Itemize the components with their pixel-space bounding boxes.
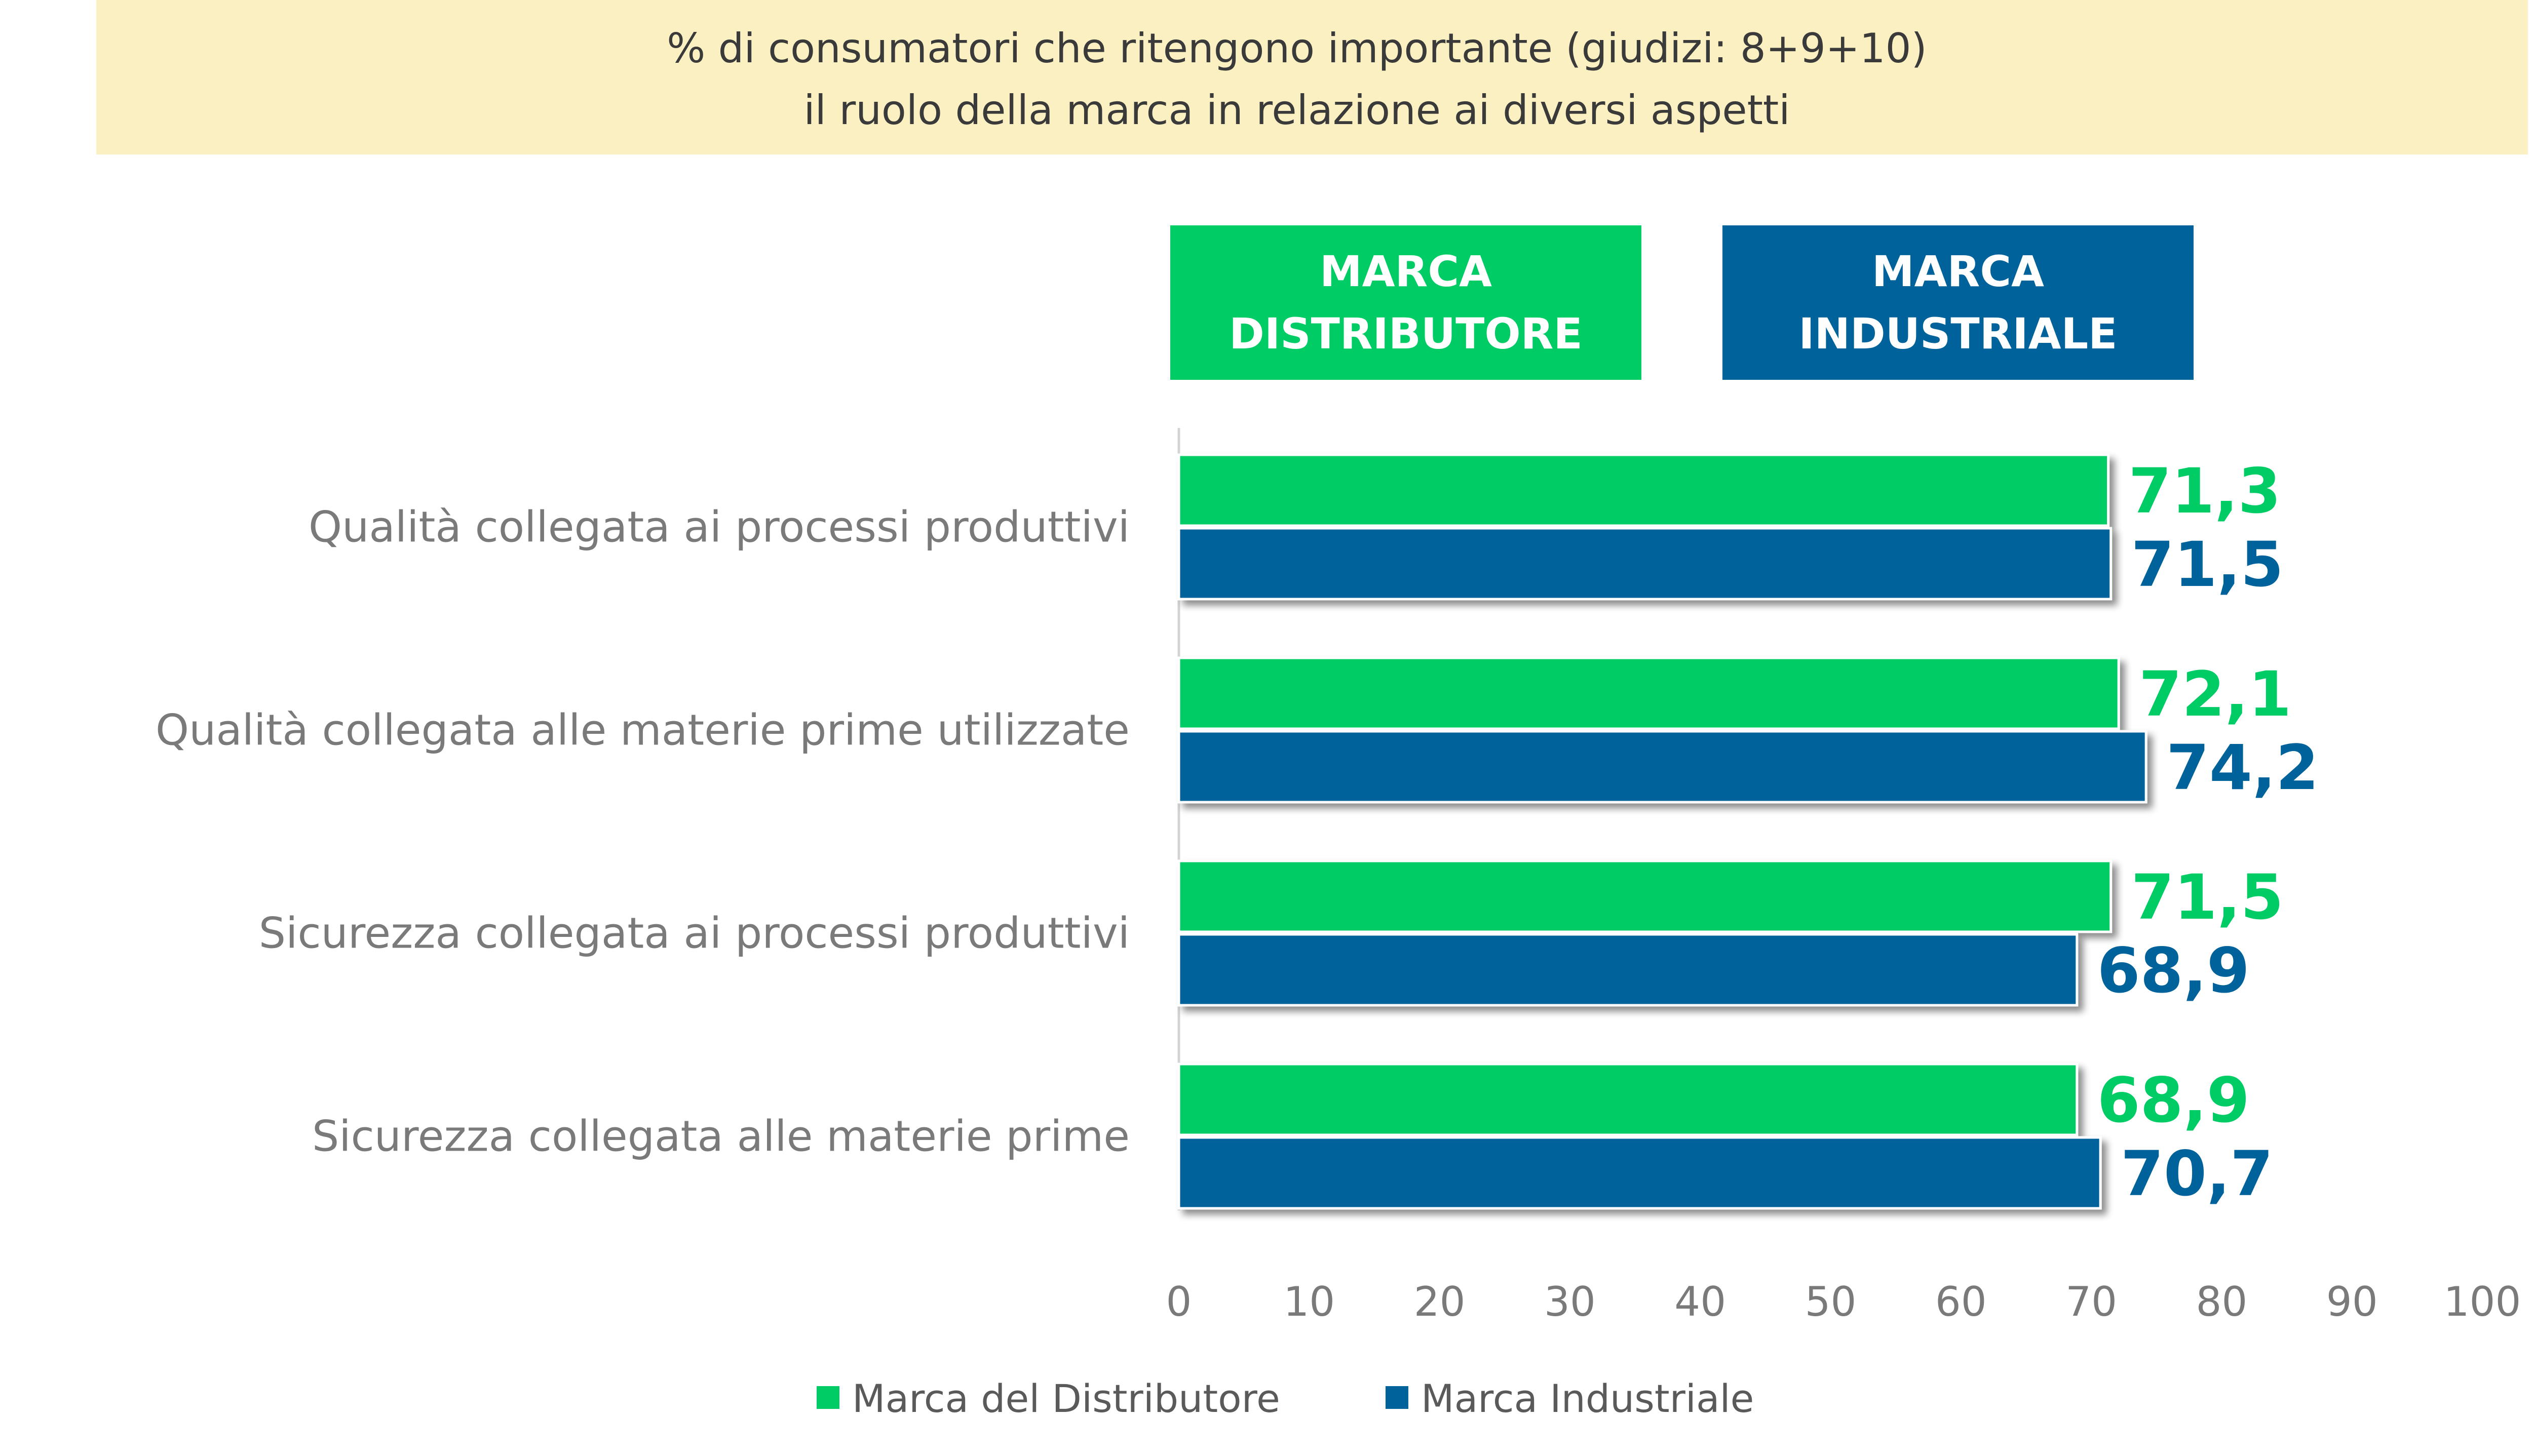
x-tick-label: 80 xyxy=(2196,1278,2248,1325)
header-industriale-line-2: INDUSTRIALE xyxy=(1798,309,2117,359)
x-tick-label: 70 xyxy=(2065,1278,2117,1325)
bar-industriale xyxy=(1177,527,2113,601)
header-distributore-line-1: MARCA xyxy=(1320,247,1492,296)
x-axis-ticks: 0 10 20 30 40 50 60 70 80 90 100 xyxy=(1166,1278,2521,1325)
value-label-industriale: 68,9 xyxy=(2097,935,2250,1007)
header-box-distributore xyxy=(1170,225,1641,380)
bar-distributore xyxy=(1177,656,2120,730)
legend-swatch-distributore xyxy=(817,1386,839,1409)
bar-industriale xyxy=(1177,730,2147,804)
x-tick-label: 20 xyxy=(1414,1278,1466,1325)
x-tick-label: 0 xyxy=(1166,1278,1192,1325)
legend-label-distributore: Marca del Distributore xyxy=(852,1376,1280,1421)
x-tick-label: 40 xyxy=(1674,1278,1726,1325)
category-label: Sicurezza collegata alle materie prime xyxy=(312,1112,1130,1161)
category-label: Sicurezza collegata ai processi produtti… xyxy=(259,909,1130,958)
value-label-distributore: 68,9 xyxy=(2097,1065,2250,1136)
value-label-industriale: 74,2 xyxy=(2166,732,2319,804)
legend-label-industriale: Marca Industriale xyxy=(1421,1376,1754,1421)
x-tick-label: 60 xyxy=(1935,1278,1987,1325)
bars xyxy=(1177,453,2147,1210)
value-labels: 71,371,572,174,271,568,968,970,7 xyxy=(2097,455,2319,1210)
header-industriale-line-1: MARCA xyxy=(1872,247,2044,296)
title-banner xyxy=(96,0,2528,154)
x-tick-label: 90 xyxy=(2326,1278,2378,1325)
bar-industriale xyxy=(1177,1136,2102,1210)
legend: Marca del Distributore Marca Industriale xyxy=(817,1376,1754,1421)
value-label-distributore: 72,1 xyxy=(2139,658,2291,730)
header-box-industriale xyxy=(1722,225,2194,380)
value-label-industriale: 71,5 xyxy=(2131,529,2284,601)
header-distributore-line-2: DISTRIBUTORE xyxy=(1229,309,1583,359)
x-tick-label: 10 xyxy=(1283,1278,1335,1325)
x-tick-label: 50 xyxy=(1805,1278,1857,1325)
chart-title-line-1: % di consumatori che ritengono important… xyxy=(667,25,1927,72)
x-tick-label: 30 xyxy=(1544,1278,1596,1325)
bar-distributore xyxy=(1177,1063,2079,1136)
value-label-distributore: 71,3 xyxy=(2129,455,2281,527)
bar-distributore xyxy=(1177,859,2113,933)
value-label-industriale: 70,7 xyxy=(2121,1138,2273,1210)
bar-distributore xyxy=(1177,453,2110,527)
x-tick-label: 100 xyxy=(2444,1278,2521,1325)
category-labels: Qualità collegata ai processi produttivi… xyxy=(156,502,1130,1161)
category-label: Qualità collegata ai processi produttivi xyxy=(309,502,1130,552)
legend-swatch-industriale xyxy=(1386,1386,1408,1409)
bar-industriale xyxy=(1177,933,2079,1007)
category-label: Qualità collegata alle materie prime uti… xyxy=(156,705,1130,755)
chart-title-line-2: il ruolo della marca in relazione ai div… xyxy=(803,87,1790,134)
value-label-distributore: 71,5 xyxy=(2131,861,2284,933)
